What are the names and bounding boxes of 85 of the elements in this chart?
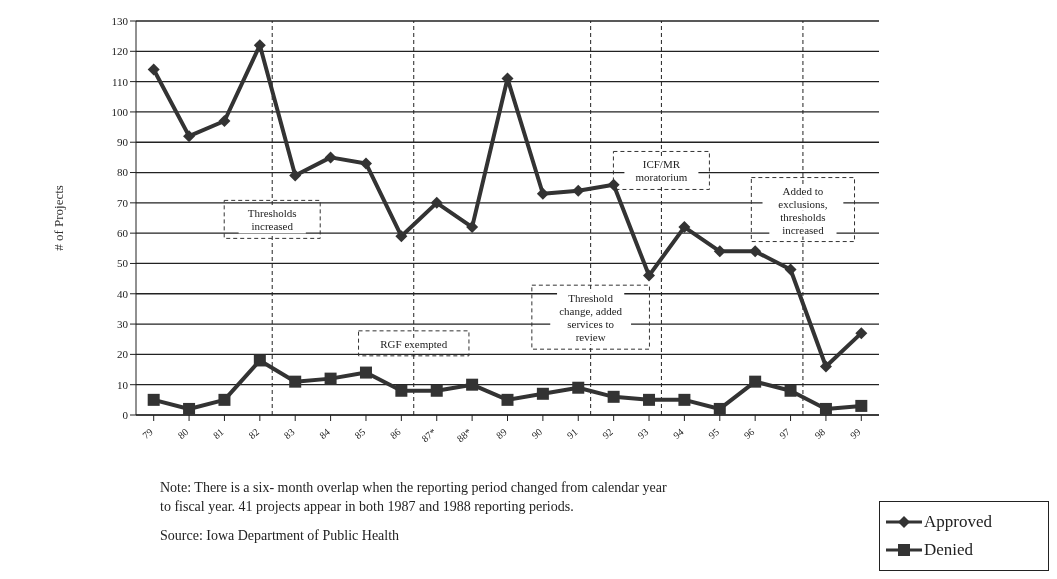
- x-tick-label: 88*: [454, 426, 474, 445]
- point: [324, 372, 337, 385]
- y-tick-label: 20: [117, 348, 129, 361]
- point: [289, 375, 302, 388]
- legend-label: Denied: [924, 540, 974, 560]
- point: [819, 402, 832, 415]
- y-tick-label: 70: [117, 196, 129, 209]
- x-tick-label: 82: [246, 426, 262, 441]
- x-tick-label: 94: [670, 426, 686, 441]
- source-note: Source: Iowa Department of Public Health: [160, 527, 401, 545]
- point: [819, 360, 832, 373]
- point: [218, 115, 231, 128]
- point: [253, 354, 266, 367]
- x-tick-label: 86: [387, 426, 403, 441]
- x-tick-label: 91: [564, 426, 580, 441]
- y-tick-label: 80: [117, 166, 129, 179]
- ref-line-label: RGF exempted: [380, 337, 448, 350]
- y-tick-label: 100: [111, 105, 129, 118]
- point: [147, 393, 160, 406]
- x-tick-label: 95: [706, 426, 722, 441]
- y-tick-label: 60: [117, 227, 129, 240]
- point: [466, 378, 479, 391]
- x-tick-label: 92: [600, 426, 615, 441]
- point: [183, 130, 196, 143]
- y-tick-label: 110: [111, 75, 129, 88]
- point: [678, 393, 691, 406]
- point: [678, 221, 691, 234]
- point: [713, 402, 726, 415]
- x-tick-label: 89: [494, 426, 509, 441]
- x-tick-label: 79: [140, 426, 155, 441]
- point: [395, 384, 408, 397]
- point: [359, 157, 372, 170]
- point: [607, 178, 620, 191]
- ref-line-label: Added to exclusions, thresholds increased: [778, 184, 828, 236]
- point: [183, 402, 196, 415]
- x-tick-label: 99: [847, 426, 863, 441]
- y-axis-title: # of Projects: [50, 185, 66, 251]
- point: [713, 245, 726, 258]
- point: [430, 384, 443, 397]
- text: Note: There is a six- month overlap when the reporting period changed from calendar year to fiscal year. 41 projects appear in both 1987 and 1988 reporting periods.: [160, 479, 668, 516]
- point: [855, 327, 868, 340]
- x-tick-label: 97: [777, 426, 792, 441]
- point: [784, 384, 797, 397]
- point: [572, 381, 585, 394]
- point: [855, 399, 868, 412]
- point: [324, 151, 337, 164]
- y-tick-label: 50: [117, 257, 129, 270]
- x-tick-label: 87*: [419, 426, 439, 445]
- x-tick-label: 80: [175, 426, 191, 441]
- point: [643, 393, 656, 406]
- point: [572, 184, 585, 197]
- point: [466, 221, 479, 234]
- point: [218, 393, 231, 406]
- x-tick-label: 96: [741, 426, 757, 441]
- ref-line-label: Thresholds increased: [247, 207, 297, 233]
- y-tick-label: 120: [111, 45, 129, 58]
- x-tick-label: 90: [529, 426, 545, 441]
- y-tick-label: 90: [117, 136, 129, 149]
- y-tick-label: 40: [117, 287, 129, 300]
- point: [607, 390, 620, 403]
- point: [395, 230, 408, 243]
- point: [430, 196, 443, 209]
- x-tick-label: 84: [317, 426, 332, 441]
- point: [643, 269, 656, 282]
- point: [536, 187, 549, 200]
- point: [147, 63, 160, 76]
- x-tick-label: 83: [281, 426, 297, 441]
- x-tick-label: 98: [812, 426, 828, 441]
- point: [749, 375, 762, 388]
- point: [749, 245, 762, 258]
- point: [501, 393, 514, 406]
- x-tick-label: 93: [635, 426, 651, 441]
- x-tick-label: 81: [211, 426, 226, 441]
- y-tick-label: 30: [117, 317, 129, 330]
- point: [359, 366, 372, 379]
- ref-line-label: ICF/MR moratorium: [635, 158, 688, 184]
- point: [536, 387, 549, 400]
- y-tick-label: 10: [117, 378, 129, 391]
- y-tick-label: 130: [111, 14, 129, 27]
- ref-line-label: Threshold change, added services to review: [559, 292, 623, 344]
- x-tick-label: 85: [352, 426, 368, 441]
- point: [289, 169, 302, 182]
- y-tick-label: 0: [122, 408, 129, 421]
- legend-label: Approved: [924, 512, 992, 532]
- point: [784, 263, 797, 276]
